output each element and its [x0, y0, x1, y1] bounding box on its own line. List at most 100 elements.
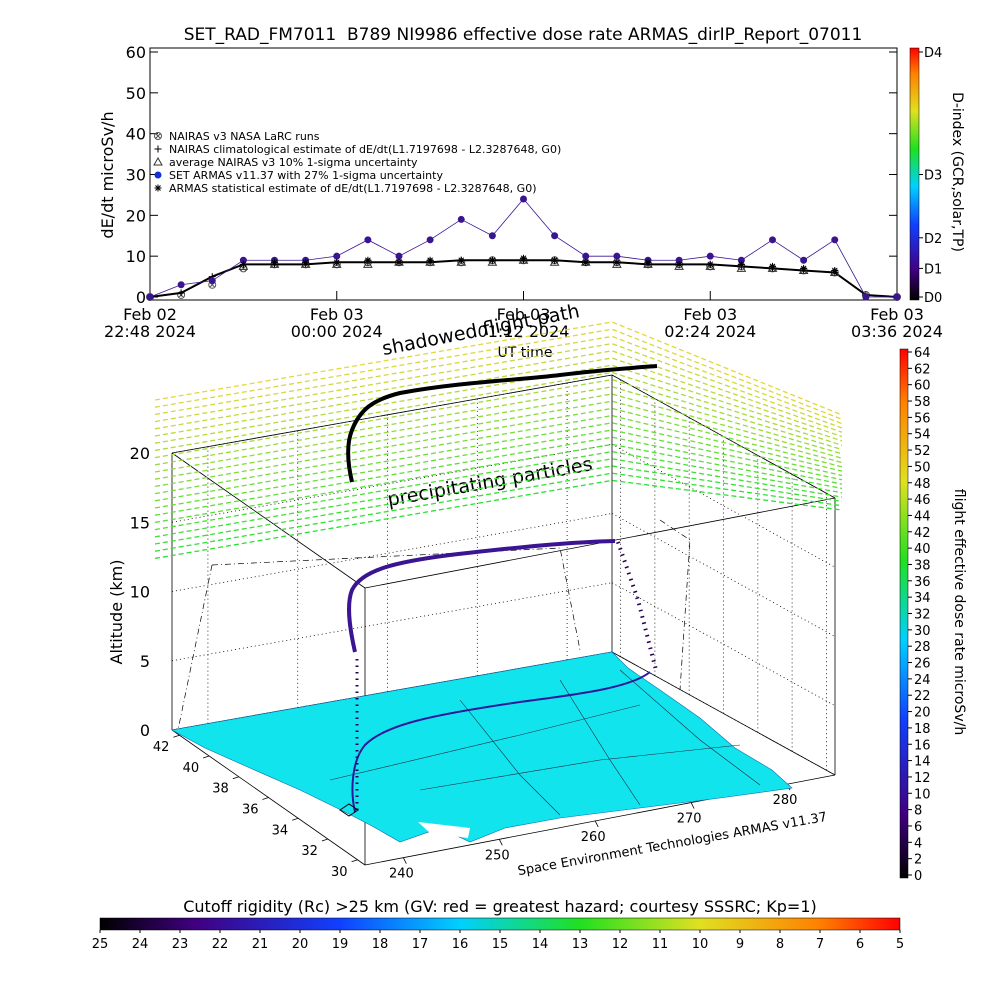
colorbar-tick-label: 42 — [914, 526, 931, 541]
colorbar-tick-label: 11 — [652, 937, 669, 952]
colorbar-tick-label: 25 — [92, 937, 109, 952]
colorbar-tick-label: 13 — [572, 937, 589, 952]
colorbar-tick-label: 52 — [914, 444, 931, 459]
colorbar-tick-label: 14 — [532, 937, 549, 952]
y-tick-label: 32 — [301, 844, 318, 859]
z-tick-label: 0 — [140, 721, 150, 740]
legend-label: NAIRAS climatological estimate of dE/dt(… — [169, 143, 561, 156]
shadow-path — [346, 364, 658, 483]
colorbar-tick-label: 24 — [914, 673, 931, 688]
data-point — [333, 252, 341, 260]
data-point — [364, 256, 372, 264]
tick-label-line: Feb 02 — [123, 305, 177, 324]
z-tick-label: 10 — [130, 583, 150, 602]
particle-layer — [154, 357, 843, 438]
particle-layer — [154, 422, 843, 502]
particle-layer — [154, 386, 843, 466]
x-tick — [690, 802, 695, 809]
data-point — [519, 195, 528, 203]
x-axis-label: UT time — [498, 345, 553, 361]
map-border — [459, 699, 561, 816]
data-point — [302, 258, 310, 266]
colorbar-tick-label: 60 — [914, 379, 931, 394]
data-point — [613, 252, 621, 260]
data-point — [395, 258, 403, 266]
annotation: precipitating particles — [386, 453, 594, 511]
x-tick-label: 250 — [485, 848, 510, 863]
particle-layer — [154, 443, 843, 524]
colorbar — [99, 917, 901, 931]
data-point — [736, 263, 747, 272]
z-axis-label: Altitude (km) — [107, 560, 126, 665]
colorbar-tick-label: 12 — [612, 937, 629, 952]
colorbar-tick-label: 14 — [914, 755, 931, 770]
particle-layer — [154, 321, 843, 416]
particle-layer — [154, 378, 843, 459]
grid-line — [611, 651, 836, 776]
grid-line — [611, 582, 836, 707]
colorbar-tick-label: 18 — [914, 722, 931, 737]
y-tick — [173, 734, 180, 738]
data-point — [768, 236, 777, 244]
x-tick-label: Feb 03 01:12 2024 — [478, 305, 570, 341]
data-point — [551, 256, 559, 264]
map-border — [559, 679, 641, 806]
data-point — [333, 258, 341, 266]
z-tick-label: 20 — [130, 444, 150, 463]
colorbar-tick-label: 0 — [914, 869, 922, 884]
y-tick-label: 38 — [212, 782, 229, 797]
map-border — [619, 669, 761, 786]
y-tick-label: 40 — [126, 125, 146, 144]
series-line — [149, 198, 897, 298]
region-outline — [211, 547, 581, 651]
legend-marker — [154, 145, 162, 153]
legend-label: average NAIRAS v3 10% 1-sigma uncertaint… — [169, 156, 418, 169]
colorbar-tick-label: 20 — [292, 937, 309, 952]
grid-line — [611, 513, 836, 637]
particle-layer — [154, 465, 843, 545]
colorbar-tick-label: 17 — [412, 937, 429, 952]
tick-label-line: 03:36 2024 — [851, 322, 943, 341]
data-point — [769, 262, 776, 270]
data-point — [644, 258, 652, 266]
tick-label-line: 02:24 2024 — [664, 322, 756, 341]
data-point — [737, 260, 745, 268]
data-point — [862, 293, 870, 301]
legend-marker — [154, 184, 162, 192]
colorbar — [899, 348, 909, 879]
y-tick-label: 10 — [126, 247, 146, 266]
colorbar-tick-label: 24 — [132, 937, 149, 952]
grid-line — [171, 513, 613, 592]
map-border — [329, 704, 641, 781]
colorbar-tick-label: 54 — [914, 428, 931, 443]
tick-label-line: Feb 03 — [310, 305, 364, 324]
data-point — [426, 256, 434, 264]
descent-dots — [616, 541, 658, 671]
particle-layer — [154, 393, 843, 473]
y-tick-label: 60 — [126, 43, 146, 62]
data-point — [457, 215, 465, 223]
tick-label-line: Feb 03 — [870, 305, 924, 324]
colorbar-tick-label: 5 — [896, 937, 904, 952]
y-tick — [262, 797, 269, 800]
colorbar-tick-label: 23 — [172, 937, 189, 952]
colorbar-tick-label: 48 — [914, 477, 931, 492]
colorbar-tick-label: 28 — [914, 640, 931, 655]
grid-line — [171, 443, 613, 523]
y-tick-label: 42 — [153, 740, 170, 755]
y2-tick-label: D3 — [924, 169, 942, 184]
y-tick-label: 30 — [331, 865, 348, 880]
data-point — [706, 260, 714, 268]
particle-layer — [154, 364, 843, 444]
colorbar-tick-label: 50 — [914, 460, 931, 475]
map-border — [419, 744, 741, 791]
y-tick — [202, 755, 210, 759]
y-axis-label: dE/dt microSv/h — [98, 111, 117, 238]
tick-label-line: Feb 03 — [497, 305, 551, 324]
data-point — [363, 259, 373, 268]
y2-axis-label: D-index (GCR,solar,TP) — [949, 92, 965, 252]
colorbar-tick-label: 16 — [452, 937, 469, 952]
grid-line — [171, 582, 613, 662]
